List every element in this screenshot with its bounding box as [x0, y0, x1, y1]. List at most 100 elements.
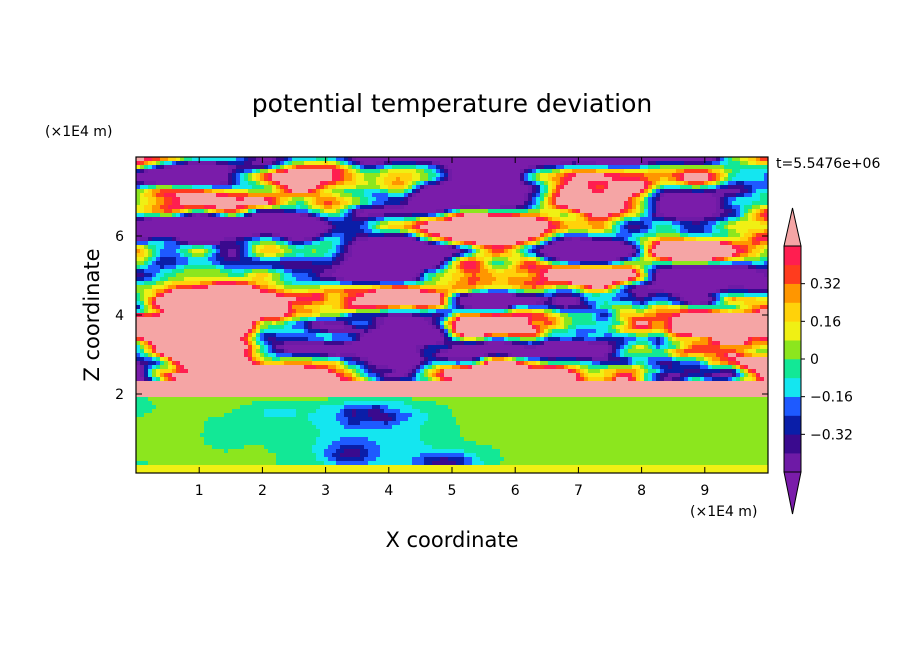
time-label: t=5.5476e+06: [776, 156, 880, 172]
field-cell: [548, 249, 553, 254]
field-cell: [344, 173, 349, 178]
field-cell: [348, 281, 353, 286]
field-cell: [724, 181, 729, 186]
field-cell: [140, 229, 145, 234]
field-cell: [376, 233, 381, 238]
field-cell: [648, 273, 653, 278]
field-cell: [420, 165, 425, 170]
field-cell: [580, 205, 585, 210]
field-cell: [228, 273, 233, 278]
field-cell: [592, 201, 597, 206]
field-cell: [420, 157, 425, 162]
field-cell: [340, 253, 345, 258]
field-cell: [552, 261, 557, 266]
field-cell: [460, 253, 465, 258]
field-cell: [332, 273, 337, 278]
field-cell: [516, 169, 521, 174]
field-cell: [636, 173, 641, 178]
field-cell: [148, 197, 153, 202]
field-cell: [356, 241, 361, 246]
field-cell: [384, 225, 389, 230]
field-cell: [624, 265, 629, 270]
field-cell: [688, 157, 693, 162]
field-cell: [396, 201, 401, 206]
field-cell: [612, 161, 617, 166]
field-cell: [736, 169, 741, 174]
field-cell: [564, 225, 569, 230]
field-cell: [164, 249, 169, 254]
field-cell: [356, 265, 361, 270]
field-cell: [580, 181, 585, 186]
field-cell: [140, 261, 145, 266]
field-cell: [328, 269, 333, 274]
field-cell: [604, 261, 609, 266]
field-cell: [752, 249, 757, 254]
field-cell: [440, 169, 445, 174]
field-cell: [504, 169, 509, 174]
field-cell: [284, 169, 289, 174]
field-cell: [584, 217, 589, 222]
field-cell: [616, 165, 621, 170]
field-cell: [456, 253, 461, 258]
field-cell: [736, 225, 741, 230]
field-cell: [308, 185, 313, 190]
field-cell: [220, 273, 225, 278]
field-cell: [160, 205, 165, 210]
field-cell: [584, 221, 589, 226]
field-cell: [324, 265, 329, 270]
field-cell: [508, 265, 513, 270]
field-cell: [372, 257, 377, 262]
field-cell: [468, 189, 473, 194]
field-cell: [272, 273, 277, 278]
field-cell: [460, 277, 465, 282]
field-cell: [348, 229, 353, 234]
field-cell: [372, 169, 377, 174]
field-cell: [484, 237, 489, 242]
field-cell: [452, 261, 457, 266]
field-cell: [172, 201, 177, 206]
field-cell: [584, 269, 589, 274]
field-cell: [548, 217, 553, 222]
field-cell: [552, 213, 557, 218]
field-cell: [532, 161, 537, 166]
field-cell: [732, 241, 737, 246]
field-cell: [636, 201, 641, 206]
field-cell: [448, 173, 453, 178]
field-cell: [764, 269, 768, 274]
field-cell: [744, 261, 749, 266]
field-cell: [444, 193, 449, 198]
field-cell: [544, 193, 549, 198]
field-cell: [308, 245, 313, 250]
field-cell: [408, 185, 413, 190]
field-cell: [576, 205, 581, 210]
field-cell: [428, 261, 433, 266]
field-cell: [556, 189, 561, 194]
field-cell: [688, 261, 693, 266]
field-cell: [508, 193, 513, 198]
field-cell: [316, 273, 321, 278]
field-cell: [292, 265, 297, 270]
field-cell: [188, 217, 193, 222]
field-cell: [136, 261, 141, 266]
field-cell: [364, 161, 369, 166]
field-cell: [232, 205, 237, 210]
field-cell: [556, 253, 561, 258]
field-cell: [172, 213, 177, 218]
field-cell: [276, 165, 281, 170]
field-cell: [636, 257, 641, 262]
field-cell: [196, 193, 201, 198]
field-cell: [612, 253, 617, 258]
field-cell: [748, 257, 753, 262]
field-cell: [712, 197, 717, 202]
field-cell: [196, 157, 201, 162]
field-cell: [208, 177, 213, 182]
field-cell: [268, 221, 273, 226]
field-cell: [520, 169, 525, 174]
field-cell: [168, 281, 173, 286]
field-cell: [756, 209, 761, 214]
field-cell: [672, 245, 677, 250]
field-cell: [756, 181, 761, 186]
field-cell: [388, 217, 393, 222]
field-cell: [512, 269, 517, 274]
field-cell: [348, 205, 353, 210]
